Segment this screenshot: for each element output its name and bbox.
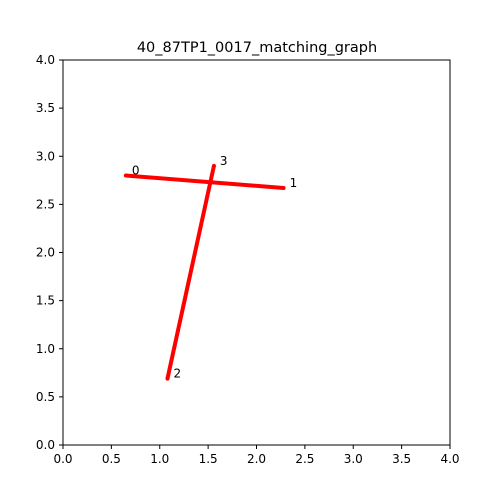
graph-edges bbox=[125, 165, 284, 380]
y-axis: 0.0 0.5 1.0 1.5 2.0 2.5 3.0 3.5 4.0 bbox=[36, 53, 63, 452]
graph-node bbox=[211, 163, 216, 168]
node-label: 0 bbox=[132, 164, 140, 178]
y-tick-label: 0.0 bbox=[36, 438, 55, 452]
y-tick-label: 3.0 bbox=[36, 149, 55, 163]
y-tick-label: 3.5 bbox=[36, 101, 55, 115]
y-tick-label: 2.0 bbox=[36, 246, 55, 260]
x-tick-label: 2.5 bbox=[295, 452, 314, 466]
graph-edge bbox=[165, 165, 216, 380]
x-tick-label: 1.0 bbox=[150, 452, 169, 466]
x-tick-label: 1.5 bbox=[199, 452, 218, 466]
x-tick-label: 0.0 bbox=[53, 452, 72, 466]
graph-nodes: 0 1 2 3 bbox=[123, 154, 298, 381]
x-tick-label: 3.0 bbox=[344, 452, 363, 466]
x-tick-label: 4.0 bbox=[440, 452, 459, 466]
y-tick-label: 1.0 bbox=[36, 342, 55, 356]
graph-node bbox=[123, 173, 128, 178]
x-axis: 0.0 0.5 1.0 1.5 2.0 2.5 3.0 3.5 4.0 bbox=[53, 445, 460, 466]
y-tick-label: 4.0 bbox=[36, 53, 55, 67]
plot-area bbox=[62, 59, 451, 446]
node-label: 3 bbox=[220, 154, 228, 168]
x-tick-label: 2.0 bbox=[247, 452, 266, 466]
graph-node bbox=[281, 186, 286, 191]
x-tick-label: 3.5 bbox=[392, 452, 411, 466]
x-tick-label: 0.5 bbox=[102, 452, 121, 466]
y-tick-label: 0.5 bbox=[36, 390, 55, 404]
chart-title: 40_87TP1_0017_matching_graph bbox=[137, 40, 377, 56]
y-tick-label: 1.5 bbox=[36, 294, 55, 308]
graph-edge bbox=[125, 173, 284, 191]
graph-node bbox=[165, 376, 170, 381]
node-label: 2 bbox=[173, 367, 181, 381]
y-tick-label: 2.5 bbox=[36, 197, 55, 211]
node-label: 1 bbox=[290, 176, 298, 190]
